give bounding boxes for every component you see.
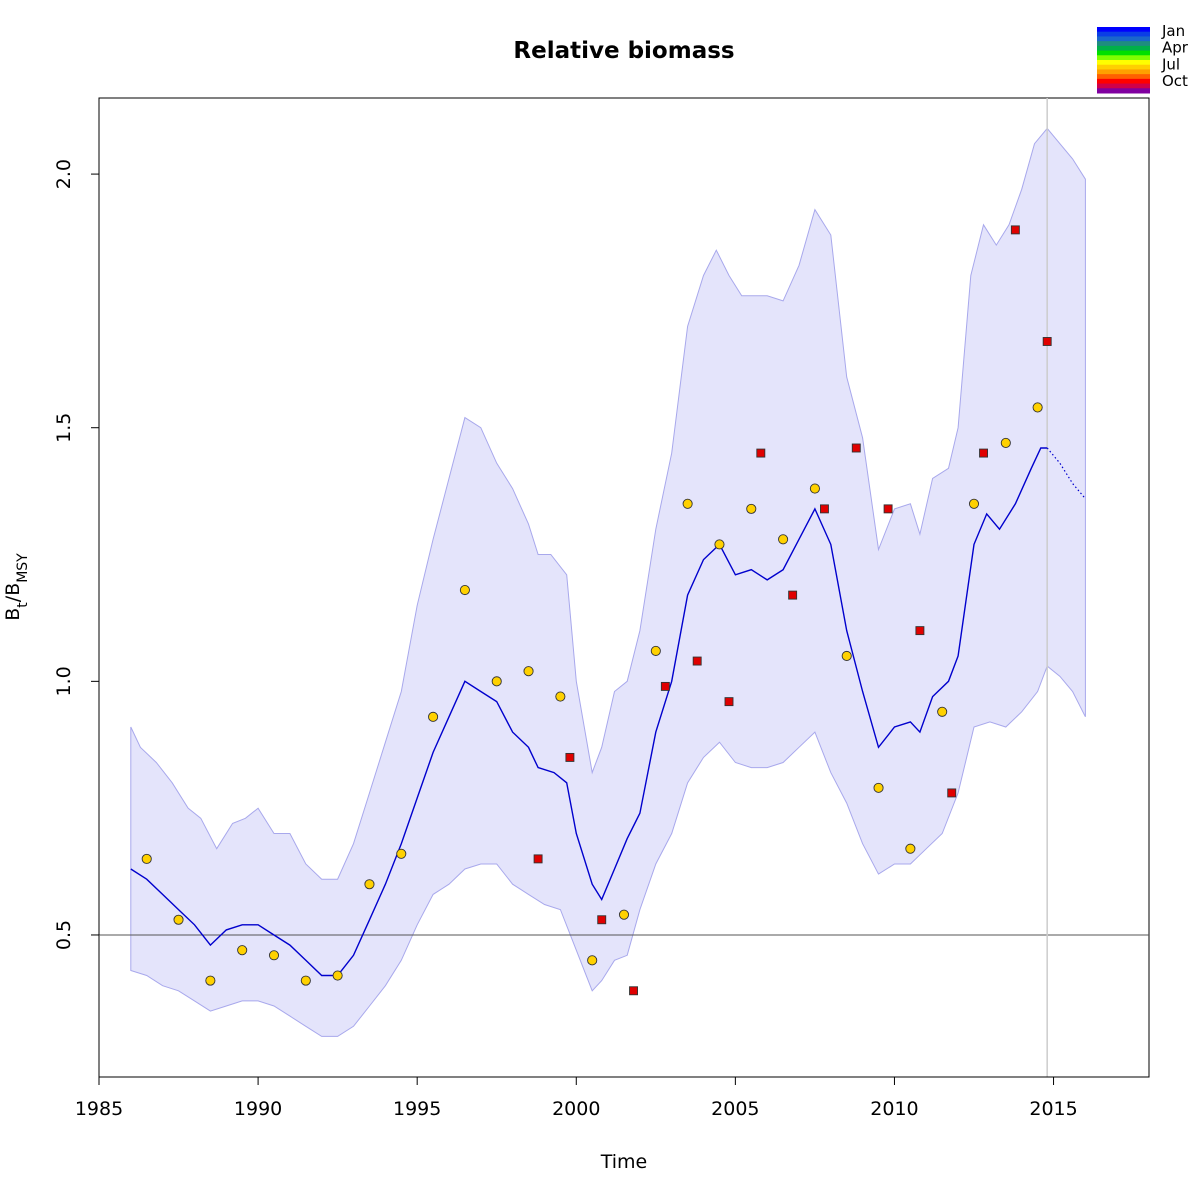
legend-label: Apr: [1162, 39, 1189, 57]
x-tick-label: 1985: [75, 1098, 123, 1120]
index-point-circle: [778, 534, 789, 545]
y-tick-label: 1.0: [53, 666, 75, 696]
y-tick-label: 0.5: [53, 920, 75, 950]
legend-label: Jul: [1161, 55, 1180, 73]
index-point-circle: [873, 782, 884, 793]
index-point-circle: [905, 843, 916, 854]
index-point-circle: [523, 666, 534, 677]
x-tick-label: 2005: [711, 1098, 759, 1120]
index-point-circle: [714, 539, 725, 550]
index-point-square: [756, 448, 766, 458]
legend-label: Oct: [1162, 72, 1188, 90]
index-point-circle: [237, 945, 248, 956]
x-tick-label: 1995: [393, 1098, 441, 1120]
x-tick-label: 2000: [552, 1098, 600, 1120]
legend-color-swatch: [1097, 50, 1150, 56]
y-axis-label-main: B: [2, 608, 24, 621]
index-point-square: [851, 443, 861, 453]
x-tick-label: 1990: [234, 1098, 282, 1120]
index-point-circle: [1000, 437, 1011, 448]
index-point-circle: [841, 650, 852, 662]
index-point-square: [597, 915, 607, 925]
index-point-circle: [618, 909, 630, 920]
y-axis-label: Bt/BMSY: [2, 553, 31, 621]
legend-color-swatch: [1097, 60, 1150, 66]
y-axis-label-slash: /B: [2, 583, 24, 602]
x-axis-label: Time: [600, 1151, 648, 1173]
index-point-circle: [682, 498, 693, 509]
index-point-circle: [268, 950, 280, 961]
legend-color-swatch: [1097, 36, 1150, 42]
index-point-square: [820, 504, 829, 514]
legend-label: Jan: [1161, 22, 1185, 40]
x-tick-label: 2015: [1029, 1098, 1077, 1120]
legend-color-swatch: [1097, 83, 1150, 89]
index-point-circle: [396, 848, 407, 859]
biomass-line: [130, 447, 1048, 977]
index-point-circle: [587, 955, 598, 966]
index-point-square: [1042, 337, 1052, 346]
index-point-circle: [173, 914, 184, 925]
legend-color-swatch: [1097, 27, 1150, 33]
index-point-circle: [809, 483, 820, 494]
index-point-circle: [205, 975, 216, 986]
legend-color-swatch: [1097, 41, 1150, 47]
index-point-square: [692, 656, 702, 666]
index-point-circle: [300, 975, 311, 986]
x-axis: 1985 1990 1995 2000 2005 2010 2015: [75, 1076, 1078, 1120]
legend-color-swatch: [1097, 45, 1150, 52]
x-tick-label: 2010: [870, 1098, 918, 1120]
index-point-circle: [364, 879, 375, 890]
plot-area: [99, 98, 1149, 1077]
index-point-circle: [555, 691, 566, 702]
y-tick-label: 2.0: [53, 159, 75, 189]
y-axis: 0.5 1.0 1.5 2.0: [53, 159, 100, 950]
index-point-square: [947, 788, 957, 798]
index-point-circle: [650, 645, 661, 656]
legend-color-swatch: [1097, 78, 1150, 85]
index-point-circle: [459, 584, 470, 596]
y-tick-label: 1.5: [53, 413, 75, 443]
index-point-square: [788, 590, 798, 600]
index-point-square: [915, 626, 925, 636]
index-point-circle: [968, 498, 980, 509]
index-point-square: [979, 448, 988, 458]
legend-color-swatch: [1097, 55, 1150, 61]
index-point-square: [533, 854, 543, 864]
index-point-square: [629, 986, 638, 996]
index-point-square: [660, 681, 670, 691]
index-point-circle: [746, 503, 757, 514]
index-point-circle: [491, 676, 502, 687]
y-axis-label-sub-t: t: [15, 602, 31, 608]
index-point-circle: [141, 853, 152, 864]
index-point-square: [724, 697, 734, 707]
y-axis-label-sub-msy: MSY: [15, 553, 31, 583]
index-point-square: [1010, 225, 1020, 235]
index-point-circle: [428, 711, 439, 722]
index-point-circle: [937, 706, 948, 717]
chart-title: Relative biomass: [513, 38, 734, 64]
legend-color-swatch: [1097, 64, 1150, 70]
legend-color-swatch: [1097, 69, 1150, 75]
index-point-square: [883, 504, 893, 514]
index-point-circle: [332, 970, 343, 981]
legend-color-swatch: [1097, 88, 1150, 94]
legend-color-swatch: [1097, 31, 1150, 37]
index-point-circle: [1032, 402, 1043, 413]
index-point-square: [565, 752, 575, 762]
legend-color-swatch: [1097, 74, 1150, 80]
confidence-band: [130, 127, 1086, 1037]
